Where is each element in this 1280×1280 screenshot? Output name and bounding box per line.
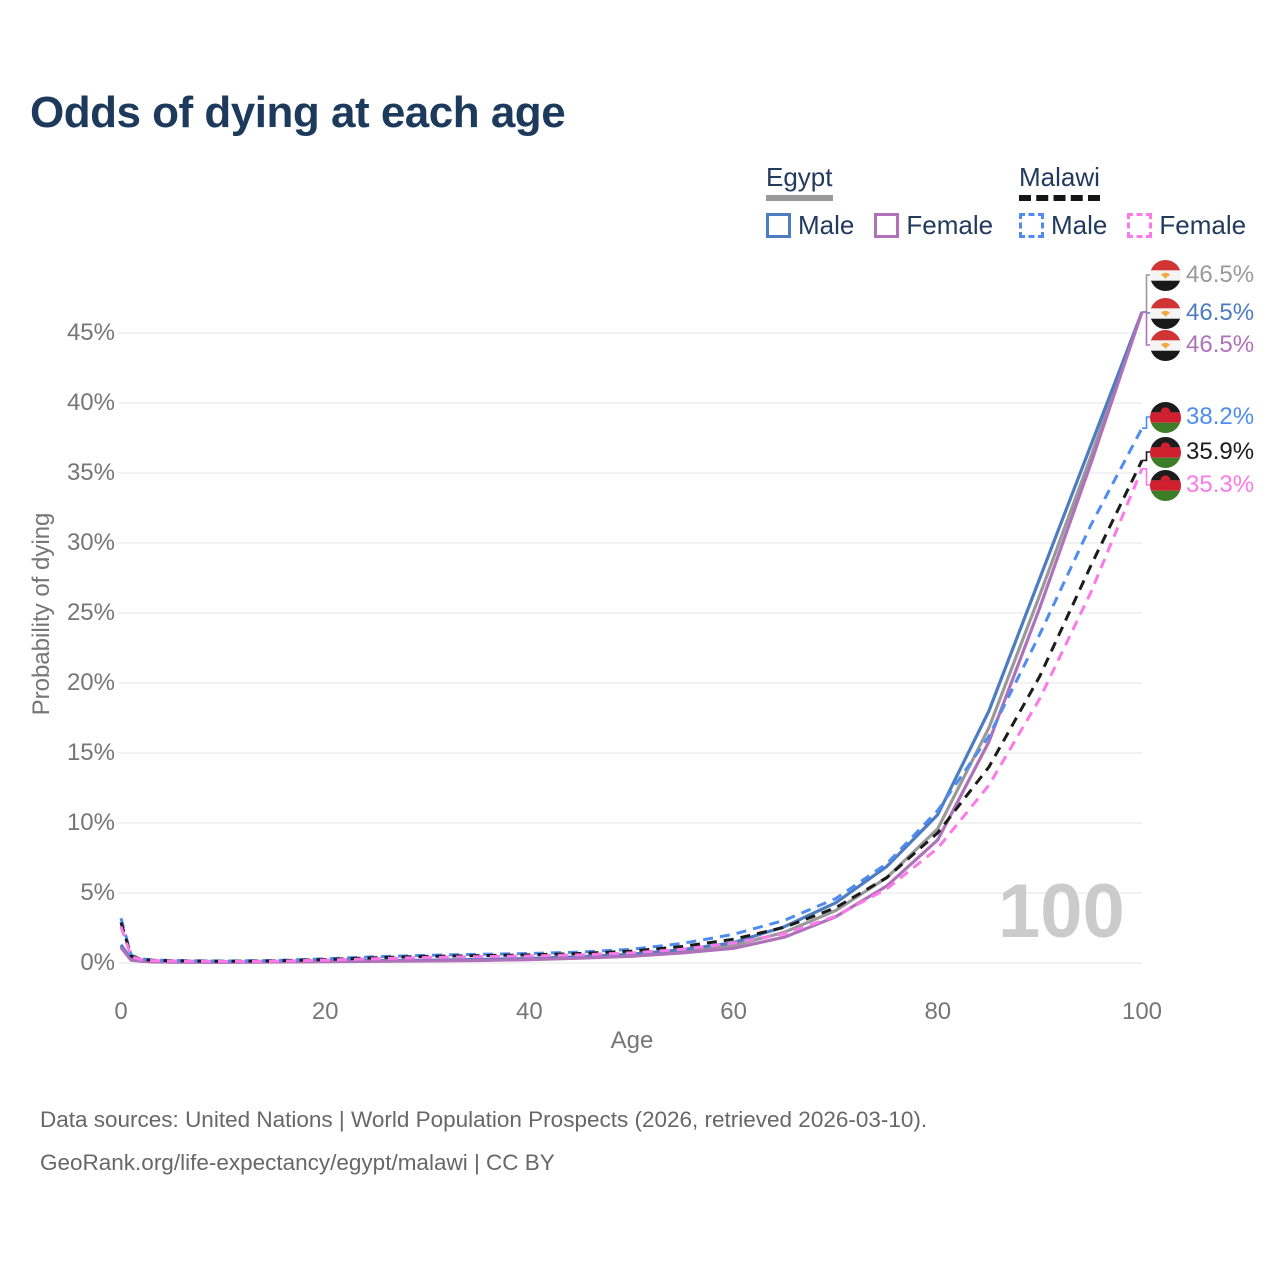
y-tick-label: 20% [66,669,115,696]
end-label-egypt-female: 46.5% [1150,329,1254,361]
x-axis-title: Age [610,1027,654,1054]
footer-attribution: GeoRank.org/life-expectancy/egypt/malawi… [40,1150,555,1175]
y-tick-label: 30% [66,529,115,556]
x-tick-label: 40 [516,998,543,1025]
series-line-malawi-male [119,427,1144,963]
malawi-female-swatch-icon [1127,213,1153,238]
legend-item-label: Male [798,210,855,240]
y-tick-label: 15% [66,739,115,766]
page-title: Odds of dying at each age [30,88,566,137]
series-line-egypt-male [119,311,1144,964]
malawi-male-swatch-icon [1019,213,1044,238]
series-line-malawi-female [119,468,1144,963]
footer: Data sources: United Nations | World Pop… [40,1107,927,1193]
legend-item-malawi-female[interactable]: Female [1127,210,1246,241]
malawi-flag-icon [1150,436,1181,468]
series-line-egypt-all [119,311,1144,964]
x-tick-label: 100 [1121,998,1163,1025]
legend-group-egypt: Egypt Male Female [766,162,993,241]
malawi-flag-icon [1150,401,1181,433]
legend-item-egypt-male[interactable]: Male [766,210,854,241]
egypt-flag-icon [1150,329,1181,361]
x-tick-label: 0 [114,998,128,1025]
egypt-female-swatch-icon [874,213,900,238]
y-tick-label: 40% [66,389,115,416]
end-value: 35.9% [1186,438,1255,465]
end-value: 46.5% [1186,331,1255,358]
y-tick-label: 45% [66,319,115,346]
footer-sources: Data sources: United Nations | World Pop… [40,1107,928,1132]
x-tick-label: 20 [311,998,339,1025]
legend-country-malawi: Malawi [1019,162,1100,201]
y-tick-label: 25% [66,599,115,626]
end-label-malawi-male: 38.2% [1150,401,1254,433]
end-label-egypt-male: 46.5% [1150,297,1254,329]
end-value: 38.2% [1186,403,1255,430]
end-label-connector [1142,416,1151,429]
legend-item-label: Male [1051,210,1108,240]
legend-country-egypt: Egypt [766,162,833,201]
end-label-connector [1142,468,1151,486]
egypt-flag-icon [1150,297,1181,329]
end-label-connector [1142,451,1151,462]
legend-item-label: Female [906,210,994,240]
y-tick-label: 0% [80,949,115,976]
end-label-connector [1142,311,1151,346]
y-tick-label: 10% [66,809,115,836]
x-tick-label: 80 [924,998,952,1025]
legend-item-label: Female [1159,210,1247,240]
egypt-male-swatch-icon [766,213,791,238]
y-tick-label: 5% [80,879,115,906]
end-label-egypt-all: 46.5% [1150,259,1254,291]
series-line-egypt-female [119,311,1144,964]
y-tick-label: 35% [66,459,115,486]
end-value: 35.3% [1186,471,1255,498]
legend-item-malawi-male[interactable]: Male [1019,210,1107,241]
end-label-malawi-female: 35.3% [1150,469,1254,501]
legend-group-malawi: Malawi Male Female [1019,162,1246,241]
legend-item-egypt-female[interactable]: Female [874,210,993,241]
malawi-flag-icon [1150,469,1181,501]
end-label-malawi-all: 35.9% [1150,436,1254,468]
egypt-flag-icon [1150,259,1181,291]
x-tick-label: 60 [720,998,747,1025]
end-value: 46.5% [1186,261,1255,288]
end-value: 46.5% [1186,299,1255,326]
age-counter-watermark: 100 [998,869,1125,954]
